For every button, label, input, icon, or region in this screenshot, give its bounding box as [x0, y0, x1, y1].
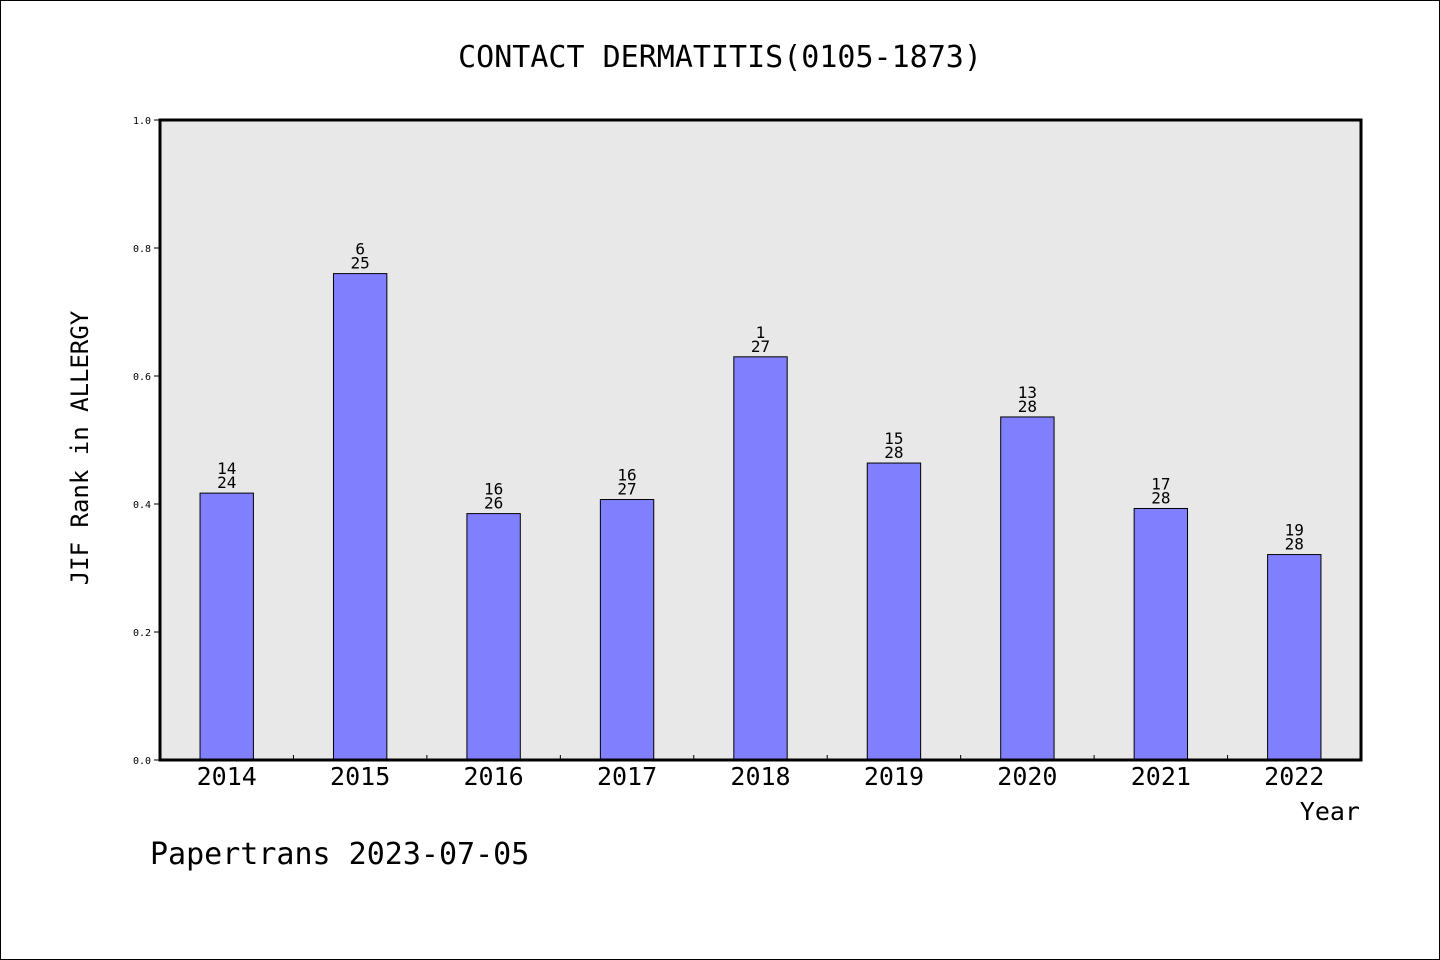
- bar-rank-label-2020: 13: [1018, 383, 1037, 402]
- bar-total-label-2022: 28: [1285, 535, 1304, 554]
- bar-total-label-2017: 27: [617, 480, 636, 499]
- bar-2016: [466, 513, 521, 761]
- bar-2015: [332, 273, 388, 761]
- bar-total-label-2019: 28: [884, 443, 903, 462]
- y-axis-label: JIF Rank in ALLERGY: [66, 310, 94, 585]
- x-tick-label-2022: 2022: [1264, 762, 1324, 791]
- y-tick-label-0.2: 0.2: [133, 628, 151, 639]
- x-axis-label: Year: [1300, 797, 1360, 826]
- bar-rank-label-2017: 16: [617, 466, 636, 485]
- x-tick-label-2014: 2014: [197, 762, 257, 791]
- bar-rank-label-2019: 15: [884, 429, 903, 448]
- bar-rank-label-2018: 1: [756, 323, 766, 342]
- bar-2020: [1000, 416, 1055, 761]
- bar-rank-label-2016: 16: [484, 480, 503, 499]
- footer-credit: Papertrans 2023-07-05: [150, 837, 529, 872]
- y-tick-label-0.8: 0.8: [133, 244, 151, 255]
- bar-total-label-2021: 28: [1151, 488, 1170, 507]
- bar-total-label-2015: 25: [351, 254, 370, 273]
- x-tick-label-2019: 2019: [864, 762, 924, 791]
- bar-total-label-2016: 26: [484, 494, 503, 513]
- bar-2022: [1267, 554, 1322, 761]
- x-tick-label-2016: 2016: [464, 762, 524, 791]
- x-tick-label-2020: 2020: [997, 762, 1057, 791]
- x-tick-label-2015: 2015: [330, 762, 390, 791]
- x-axis-ticks: 2014 2015 2016 2017 2018 2019 2020 2021 2022: [197, 755, 1324, 791]
- y-tick-label-0.6: 0.6: [133, 372, 151, 383]
- bar-rank-label-2022: 19: [1285, 521, 1304, 540]
- bar-2017: [599, 499, 655, 761]
- y-tick-label-0.0: 0.0: [133, 756, 151, 767]
- bar-rank-label-2021: 17: [1151, 474, 1170, 493]
- bar-total-label-2020: 28: [1018, 397, 1037, 416]
- x-tick-label-2017: 2017: [597, 762, 657, 791]
- y-axis-ticks: 0.0 0.2 0.4 0.6 0.8 1.0: [133, 116, 160, 767]
- bar-2021: [1133, 507, 1189, 761]
- plot-border: [158, 118, 1363, 762]
- bar-total-label-2018: 27: [751, 337, 770, 356]
- bar-2018: [733, 356, 788, 761]
- y-tick-label-0.4: 0.4: [133, 500, 151, 511]
- chart-title: CONTACT DERMATITIS(0105-1873): [458, 40, 982, 75]
- bar-2019: [866, 462, 922, 761]
- bar-rank-label-2014: 14: [217, 459, 236, 478]
- bar-2014: [199, 492, 254, 761]
- y-tick-label-1.0: 1.0: [133, 116, 151, 127]
- x-tick-label-2021: 2021: [1131, 762, 1191, 791]
- x-tick-label-2018: 2018: [730, 762, 790, 791]
- bar-rank-label-2015: 6: [355, 240, 365, 259]
- bar-total-label-2014: 24: [217, 473, 236, 492]
- bars-group: [199, 273, 1322, 761]
